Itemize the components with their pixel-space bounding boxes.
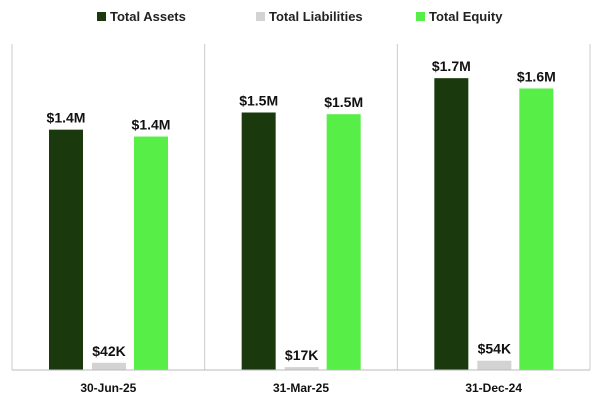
- bar-total-equity-31-mar-25: [326, 114, 361, 370]
- bar-total-liabilities-31-dec-24: [477, 360, 512, 370]
- legend-label-total-liabilities: Total Liabilities: [269, 9, 363, 24]
- data-label-total-equity-30-jun-25: $1.4M: [132, 117, 171, 133]
- data-label-total-equity-31-mar-25: $1.5M: [324, 94, 363, 110]
- legend-swatch-total-equity: [416, 12, 425, 21]
- data-label-total-liabilities-31-dec-24: $54K: [478, 341, 511, 357]
- x-axis: 30-Jun-25 31-Mar-25 31-Dec-24: [12, 369, 590, 395]
- data-label-total-liabilities-30-jun-25: $42K: [92, 343, 125, 359]
- x-tick-label-30-jun-25: 30-Jun-25: [80, 381, 136, 395]
- legend-label-total-assets: Total Assets: [110, 9, 186, 24]
- data-label-total-equity-31-dec-24: $1.6M: [517, 68, 556, 84]
- x-tick-label-31-dec-24: 31-Dec-24: [465, 381, 522, 395]
- legend: Total Assets Total Liabilities Total Equit…: [97, 9, 503, 24]
- bar-total-liabilities-31-mar-25: [284, 367, 319, 370]
- bar-total-equity-31-dec-24: [519, 88, 554, 370]
- legend-label-total-equity: Total Equity: [429, 9, 503, 24]
- data-label-total-liabilities-31-mar-25: $17K: [285, 347, 318, 363]
- data-label-total-assets-31-mar-25: $1.5M: [239, 93, 278, 109]
- legend-swatch-total-liabilities: [256, 12, 265, 21]
- data-label-total-assets-30-jun-25: $1.4M: [47, 110, 86, 126]
- category-dividers: [11, 44, 591, 370]
- bar-total-equity-30-jun-25: [134, 136, 168, 370]
- legend-swatch-total-assets: [97, 12, 106, 21]
- bar-total-assets-31-dec-24: [434, 78, 469, 371]
- bars: [49, 78, 554, 371]
- data-label-total-assets-31-dec-24: $1.7M: [432, 58, 471, 74]
- bar-total-assets-30-jun-25: [49, 129, 83, 370]
- data-labels: $1.4M $42K $1.4M $1.5M $17K $1.5M $1.7M $54K $1.…: [47, 58, 556, 363]
- bar-total-assets-31-mar-25: [241, 112, 276, 370]
- bar-total-liabilities-30-jun-25: [92, 362, 126, 370]
- x-tick-label-31-mar-25: 31-Mar-25: [273, 381, 329, 395]
